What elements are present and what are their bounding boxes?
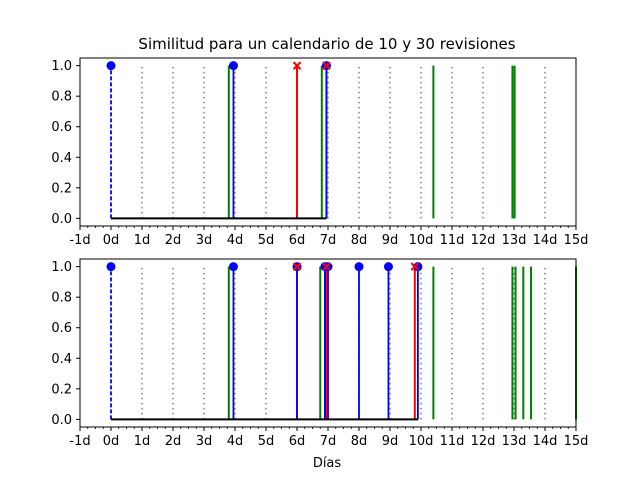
x-tick-label: 7d — [320, 434, 337, 449]
x-tick-label: -1d — [69, 233, 90, 248]
blue-marker — [354, 262, 364, 272]
x-tick-label: 12d — [471, 434, 496, 449]
y-tick-label: 0.0 — [51, 413, 72, 428]
x-tick-label: 12d — [471, 233, 496, 248]
y-tick-label: 1.0 — [51, 59, 72, 74]
blue-marker — [106, 61, 116, 71]
x-tick-label: 15d — [564, 434, 589, 449]
blue-marker — [106, 262, 116, 272]
subplot-top: -1d 0d 1d 2d 3d 4d 5d 6d 7d 8d 9d 10d 11d 12d 13d 14d 15… — [51, 57, 589, 248]
x-tick-label: 14d — [533, 233, 558, 248]
red-x-marker — [322, 61, 331, 70]
x-tick-label: -1d — [69, 434, 90, 449]
red-x-marker — [322, 262, 331, 271]
y-tick-label: 0.6 — [51, 321, 72, 336]
blue-marker — [323, 262, 333, 272]
y-tick-label: 0.0 — [51, 212, 72, 227]
blue-marker — [383, 262, 393, 272]
x-tick-label: 0d — [103, 434, 120, 449]
x-tick-label: 8d — [351, 233, 368, 248]
x-tick-label: 2d — [165, 233, 182, 248]
blue-marker — [228, 262, 238, 272]
x-tick-label: 13d — [502, 434, 527, 449]
x-axis-label: Días — [313, 456, 342, 471]
subplot-bottom: -1d 0d 1d 2d 3d 4d 5d 6d 7d 8d 9d 10d 11d 12d 13d 14d 15… — [51, 258, 589, 449]
x-tick-label: 5d — [258, 233, 275, 248]
x-tick-label: 9d — [382, 233, 399, 248]
chart-title: Similitud para un calendario de 10 y 30 … — [138, 35, 515, 53]
x-tick-label: 15d — [564, 233, 589, 248]
red-x-marker — [292, 262, 302, 271]
x-tick-label: 6d — [289, 233, 306, 248]
red-x-marker — [410, 262, 420, 271]
x-tick-label: 3d — [196, 434, 213, 449]
y-tick-label: 0.8 — [51, 90, 72, 105]
x-tick-label: 3d — [196, 233, 213, 248]
x-tick-label: 7d — [320, 233, 337, 248]
x-tick-label: 1d — [134, 233, 151, 248]
y-tick-label: 0.4 — [51, 151, 72, 166]
blue-marker — [228, 61, 238, 71]
y-tick-label: 0.2 — [51, 181, 72, 196]
y-tick-label: 0.4 — [51, 352, 72, 367]
x-tick-label: 5d — [258, 434, 275, 449]
x-tick-label: 0d — [103, 233, 120, 248]
x-tick-label: 1d — [134, 434, 151, 449]
x-tick-label: 13d — [502, 233, 527, 248]
y-tick-label: 1.0 — [51, 260, 72, 275]
x-tick-label: 14d — [533, 434, 558, 449]
x-tick-label: 4d — [227, 233, 244, 248]
y-tick-label: 0.6 — [51, 120, 72, 135]
x-tick-label: 9d — [382, 434, 399, 449]
x-tick-label: 2d — [165, 434, 182, 449]
x-tick-label: 8d — [351, 434, 368, 449]
x-tick-label: 4d — [227, 434, 244, 449]
x-tick-label: 6d — [289, 434, 306, 449]
y-tick-label: 0.8 — [51, 291, 72, 306]
x-tick-label: 10d — [409, 434, 434, 449]
x-tick-label: 11d — [440, 233, 465, 248]
red-x-marker — [292, 61, 302, 70]
x-tick-label: 10d — [409, 233, 434, 248]
y-tick-label: 0.2 — [51, 382, 72, 397]
x-tick-label: 11d — [440, 434, 465, 449]
